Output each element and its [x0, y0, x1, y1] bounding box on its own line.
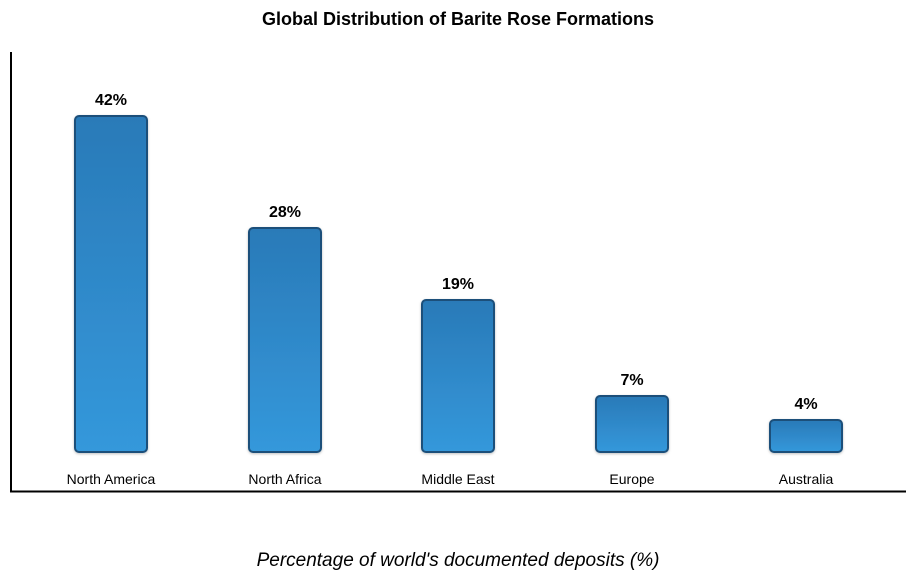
category-label-australia: Australia	[779, 471, 834, 487]
value-label-middle-east: 19%	[442, 276, 474, 293]
bar-europe	[595, 395, 669, 453]
value-label-europe: 7%	[620, 372, 643, 389]
x-axis-label: Percentage of world's documented deposit…	[257, 550, 660, 571]
category-label-europe: Europe	[609, 471, 654, 487]
bars-group	[74, 115, 843, 453]
value-label-north-africa: 28%	[269, 204, 301, 221]
category-label-north-africa: North Africa	[248, 471, 321, 487]
category-labels-group: North America North Africa Middle East Euro…	[67, 471, 834, 487]
bar-australia	[769, 419, 843, 453]
value-label-north-america: 42%	[95, 92, 127, 109]
bar-north-africa	[248, 227, 322, 453]
value-labels-group: 42% 28% 19% 7% 4%	[95, 92, 818, 413]
bar-middle-east	[421, 299, 495, 453]
value-label-australia: 4%	[794, 396, 817, 413]
category-label-north-america: North America	[67, 471, 156, 487]
bar-north-america	[74, 115, 148, 453]
category-label-middle-east: Middle East	[421, 471, 494, 487]
chart-title: Global Distribution of Barite Rose Forma…	[262, 9, 654, 29]
